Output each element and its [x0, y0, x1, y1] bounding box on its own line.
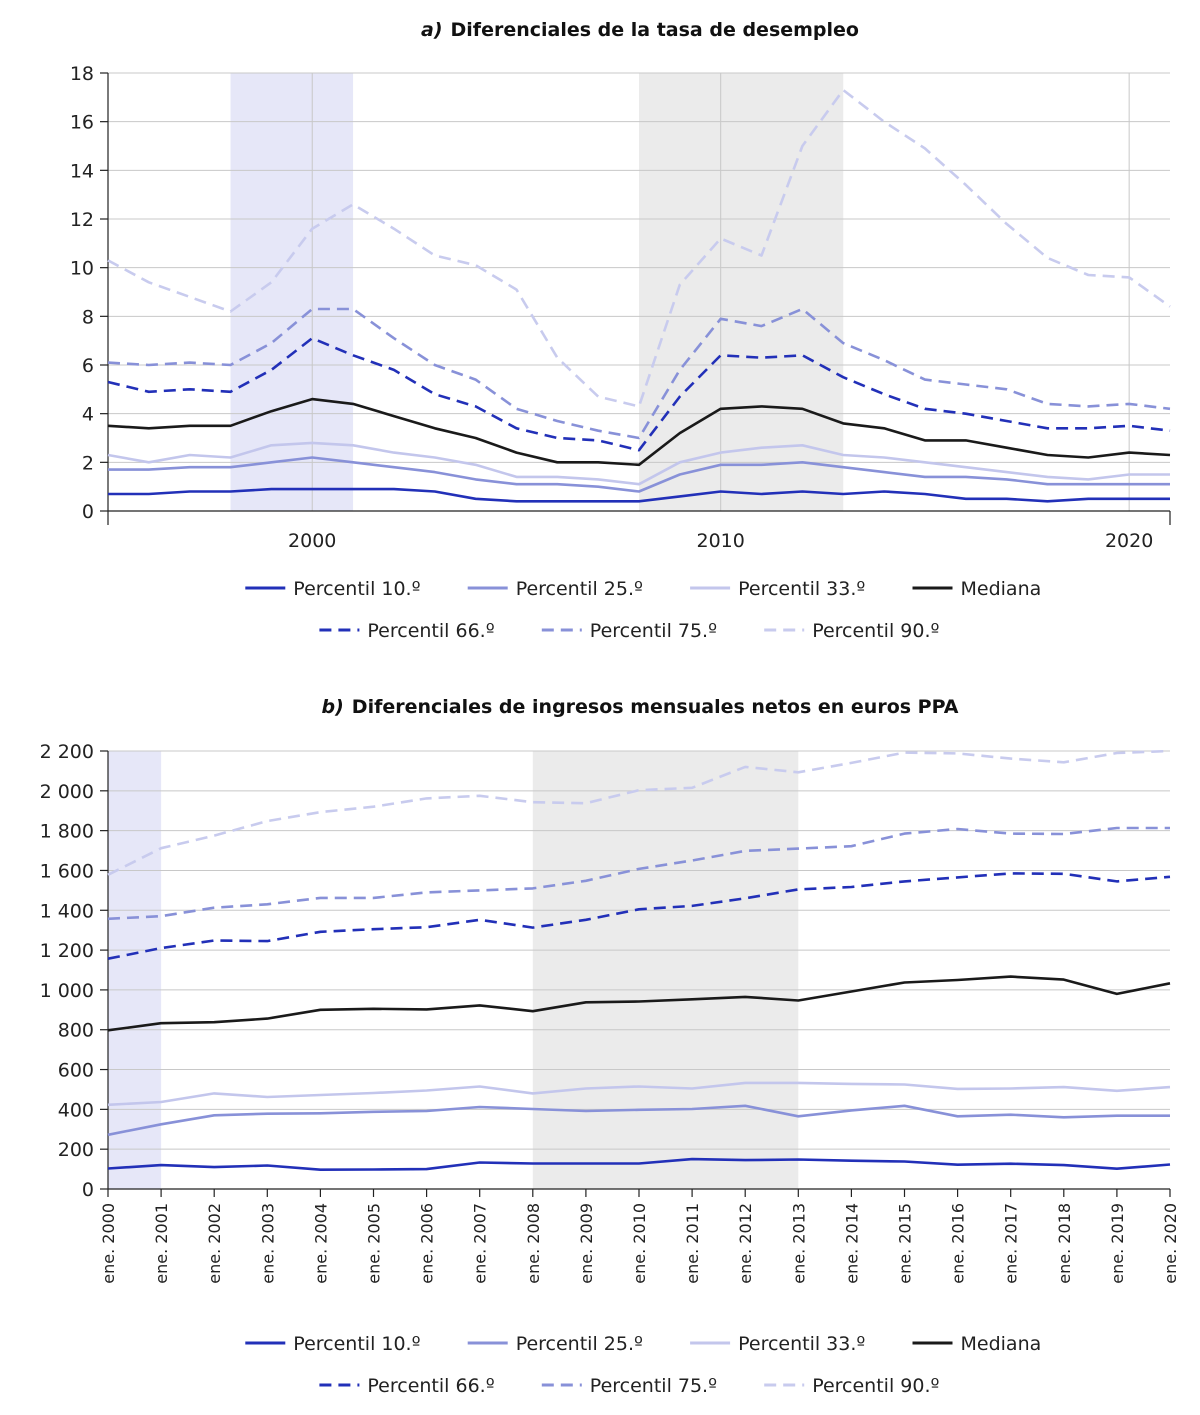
- b-legend-label-mediana: Mediana: [961, 1333, 1042, 1355]
- b-xtick-label-16: ene. 2016: [949, 1203, 968, 1284]
- b-series-percentil-10: [107, 1157, 1171, 1171]
- b-series-percentil-90: [107, 749, 1171, 876]
- a-series-percentil-90: [107, 88, 1171, 408]
- b-xtick-label-11: ene. 2011: [683, 1203, 702, 1284]
- a-series-percentil-33: [107, 441, 1170, 486]
- b-legend-label-percentil-10: Percentil 10.º: [293, 1333, 420, 1355]
- b-series-percentil-75: [107, 826, 1170, 921]
- b-xtick-label-8: ene. 2008: [524, 1203, 543, 1284]
- b-xtick-label-7: ene. 2007: [471, 1203, 490, 1284]
- b-xtick-label-14: ene. 2014: [842, 1203, 861, 1284]
- a-legend-label-percentil-75: Percentil 75.º: [590, 620, 717, 642]
- b-xtick-label-9: ene. 2009: [577, 1203, 596, 1284]
- b-xtick-label-18: ene. 2018: [1055, 1203, 1074, 1284]
- b-xtick-label-2: ene. 2002: [205, 1203, 224, 1284]
- panel-b: b) Diferenciales de ingresos mensuales ne…: [40, 696, 1180, 1397]
- b-series-percentil-25: [107, 1104, 1170, 1137]
- b-ytick-label-5: 1 000: [40, 980, 94, 1002]
- b-xtick-label-20: ene. 2020: [1161, 1203, 1180, 1284]
- b-ytick-label-9: 1 800: [40, 821, 94, 843]
- b-series-mediana: [107, 975, 1171, 1032]
- a-ytick-label-4: 8: [82, 306, 94, 328]
- a-xtick-label-0: 2000: [288, 530, 336, 552]
- b-ytick-label-0: 0: [82, 1179, 94, 1201]
- b-xtick-label-10: ene. 2010: [630, 1203, 649, 1284]
- a-ytick-label-5: 10: [70, 258, 94, 280]
- a-ytick-label-1: 2: [82, 452, 94, 474]
- b-xtick-label-4: ene. 2004: [311, 1203, 330, 1284]
- a-legend-label-percentil-33: Percentil 33.º: [738, 578, 865, 600]
- a-ytick-label-8: 16: [70, 112, 94, 134]
- a-shaded-period-0: [230, 73, 354, 511]
- a-legend-label-percentil-90: Percentil 90.º: [812, 620, 939, 642]
- a-ytick-label-6: 12: [70, 209, 94, 231]
- b-xtick-label-1: ene. 2001: [152, 1203, 171, 1284]
- b-xtick-label-3: ene. 2003: [258, 1203, 277, 1284]
- b-xtick-label-17: ene. 2017: [1002, 1203, 1021, 1284]
- b-legend-label-percentil-75: Percentil 75.º: [590, 1375, 717, 1397]
- b-xtick-label-13: ene. 2013: [789, 1203, 808, 1284]
- b-legend-label-percentil-66: Percentil 66.º: [367, 1375, 494, 1397]
- b-shaded-period-0: [108, 751, 162, 1189]
- b-ytick-label-4: 800: [58, 1020, 94, 1042]
- b-series-percentil-33: [107, 1081, 1171, 1107]
- b-shaded-period-1: [532, 751, 799, 1189]
- panel-a-title: a) Diferenciales de la tasa de desempleo: [421, 19, 859, 41]
- panel-b-title-letter: b): [322, 696, 344, 718]
- a-xtick-label-2: 2020: [1105, 530, 1153, 552]
- panel-b-title: b) Diferenciales de ingresos mensuales ne…: [322, 696, 959, 718]
- b-xtick-label-12: ene. 2012: [736, 1203, 755, 1284]
- a-legend-label-percentil-10: Percentil 10.º: [293, 578, 420, 600]
- b-ytick-label-10: 2 000: [40, 781, 94, 803]
- a-series-percentil-66: [107, 336, 1171, 452]
- a-series-percentil-10: [108, 487, 1170, 503]
- a-legend-label-percentil-66: Percentil 66.º: [367, 620, 494, 642]
- panel-a-title-text: Diferenciales de la tasa de desempleo: [451, 19, 859, 41]
- a-legend-label-mediana: Mediana: [961, 578, 1042, 600]
- b-xtick-label-19: ene. 2019: [1108, 1203, 1127, 1284]
- b-ytick-label-3: 600: [58, 1060, 94, 1082]
- b-ytick-label-11: 2 200: [40, 741, 94, 763]
- b-ytick-label-2: 400: [58, 1099, 94, 1121]
- a-shaded-period-1: [639, 73, 844, 511]
- a-xtick-label-1: 2010: [697, 530, 745, 552]
- a-ytick-label-3: 6: [82, 355, 94, 377]
- a-ytick-label-0: 0: [82, 501, 94, 523]
- b-ytick-label-1: 200: [58, 1139, 94, 1161]
- panel-a: a) Diferenciales de la tasa de desempleo …: [70, 19, 1171, 642]
- a-ytick-label-7: 14: [70, 160, 94, 182]
- b-series-percentil-66: [107, 872, 1171, 960]
- b-ytick-label-7: 1 400: [40, 900, 94, 922]
- b-legend-label-percentil-90: Percentil 90.º: [812, 1375, 939, 1397]
- b-xtick-label-5: ene. 2005: [365, 1203, 384, 1284]
- b-ytick-label-6: 1 200: [40, 940, 94, 962]
- b-ytick-label-8: 1 600: [40, 860, 94, 882]
- a-series-mediana: [107, 397, 1171, 467]
- panel-b-title-text: Diferenciales de ingresos mensuales neto…: [352, 696, 959, 718]
- b-legend-label-percentil-33: Percentil 33.º: [738, 1333, 865, 1355]
- a-ytick-label-9: 18: [70, 63, 94, 85]
- b-legend-label-percentil-25: Percentil 25.º: [516, 1333, 643, 1355]
- a-series-percentil-75: [107, 307, 1171, 440]
- b-xtick-label-6: ene. 2006: [418, 1203, 437, 1284]
- a-series-percentil-25: [108, 456, 1170, 493]
- a-ytick-label-2: 4: [82, 404, 94, 426]
- panel-a-title-letter: a): [421, 19, 443, 41]
- a-legend-label-percentil-25: Percentil 25.º: [516, 578, 643, 600]
- b-xtick-label-15: ene. 2015: [896, 1203, 915, 1284]
- b-xtick-label-0: ene. 2000: [99, 1203, 118, 1284]
